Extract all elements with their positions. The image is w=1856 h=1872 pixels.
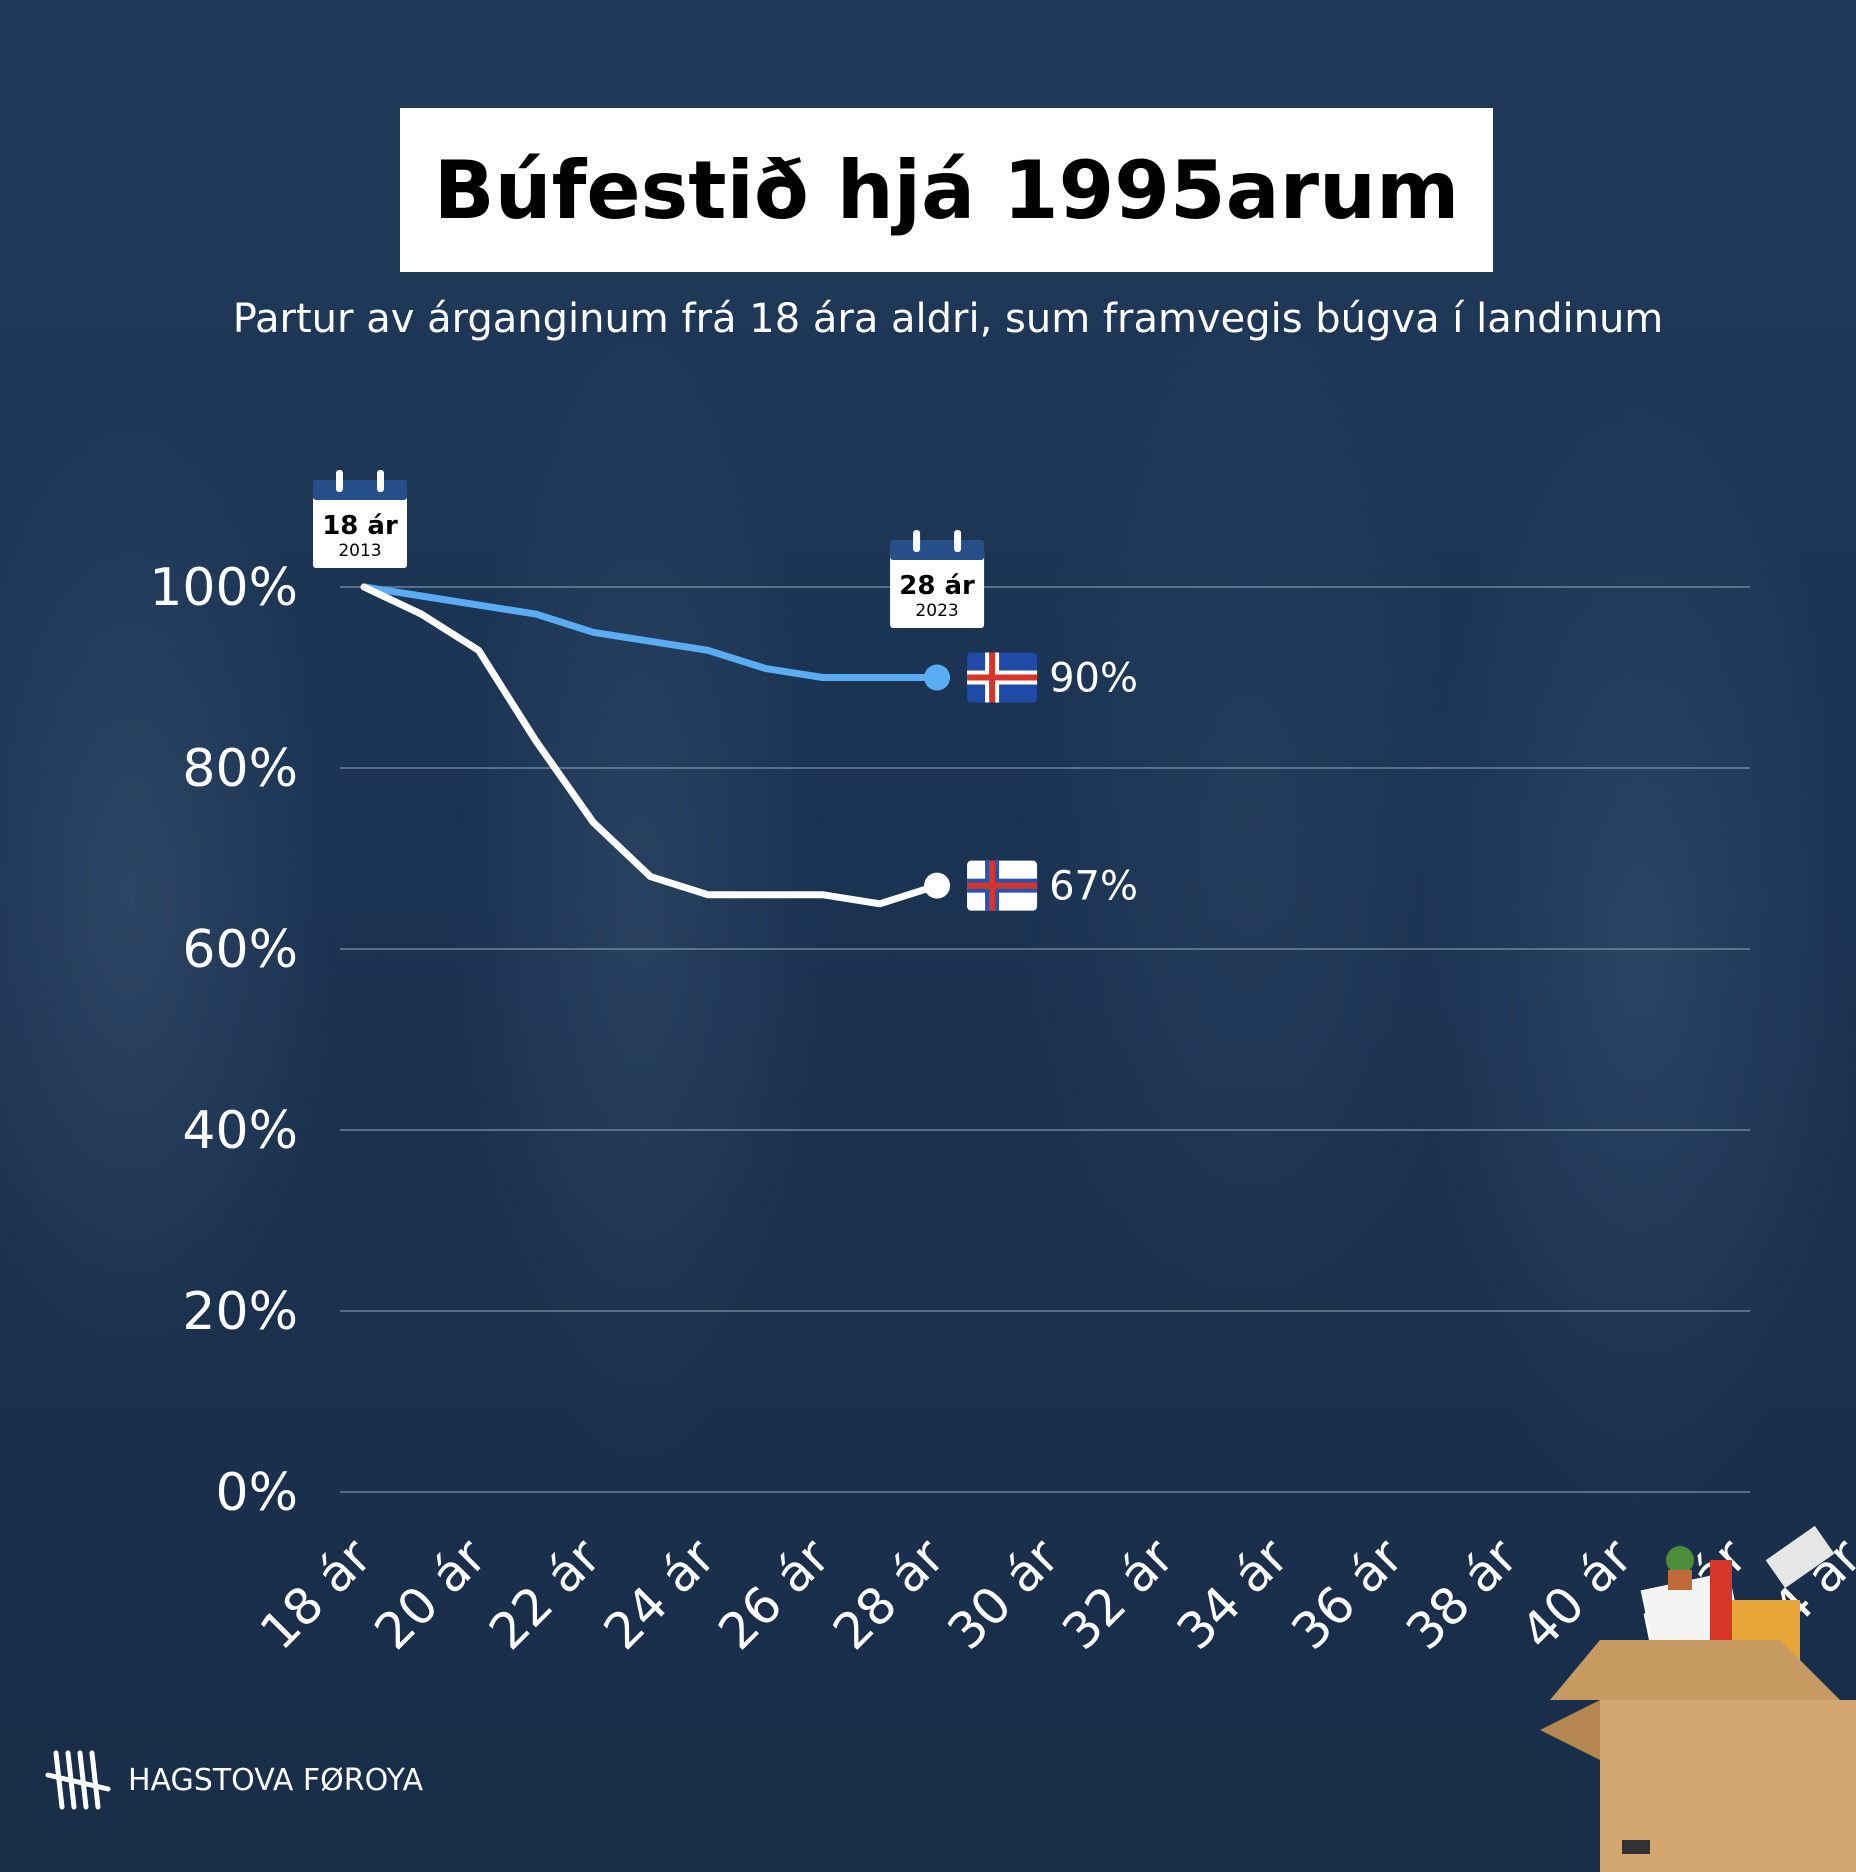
x-tick-label: 36 ár — [1281, 1527, 1415, 1661]
y-tick-label: 40% — [182, 1101, 298, 1161]
y-axis-ticks: 0% 20% 40% 60% 80% 100% — [149, 558, 298, 1523]
series-lines: 90% 67% — [360, 583, 1138, 911]
y-tick-label: 100% — [149, 558, 298, 618]
series-end-point — [924, 872, 951, 899]
title-box: Búfestið hjá 1995arum — [400, 108, 1493, 272]
series-end-label: 90% — [1049, 656, 1138, 702]
x-tick-label: 18 ár — [249, 1527, 383, 1661]
series-line — [360, 583, 941, 681]
x-tick-label: 38 ár — [1395, 1527, 1529, 1661]
calendar-age-label: 18 ár — [322, 511, 398, 541]
calendar-age-label: 28 ár — [899, 571, 975, 601]
x-tick-label: 32 ár — [1051, 1527, 1185, 1661]
x-tick-label: 26 ár — [708, 1527, 842, 1661]
logo-text: HAGSTOVA FØROYA — [128, 1762, 424, 1798]
tally-marks-icon — [45, 1750, 111, 1810]
series-line — [360, 583, 941, 908]
faroe-flag-icon — [967, 860, 1038, 911]
chart-title: Búfestið hjá 1995arum — [433, 143, 1460, 237]
iceland-flag-icon — [967, 652, 1038, 703]
logo: HAGSTOVA FØROYA — [44, 1740, 444, 1820]
x-tick-label: 30 ár — [937, 1527, 1071, 1661]
y-tick-label: 20% — [182, 1282, 298, 1342]
x-tick-label: 22 ár — [478, 1527, 612, 1661]
x-tick-label: 24 ár — [593, 1527, 727, 1661]
y-tick-label: 0% — [216, 1463, 299, 1523]
calendar-year-label: 2023 — [915, 601, 958, 621]
x-tick-label: 34 ár — [1166, 1527, 1300, 1661]
series-end-point — [924, 664, 951, 691]
y-tick-label: 60% — [182, 920, 298, 980]
moving-box-illustration — [1540, 1525, 1856, 1872]
x-tick-label: 20 ár — [364, 1527, 498, 1661]
y-tick-label: 80% — [182, 739, 298, 799]
calendar-year-label: 2013 — [338, 541, 381, 561]
series-end-label: 67% — [1049, 864, 1138, 910]
chart-subtitle: Partur av árganginum frá 18 ára aldri, s… — [232, 296, 1664, 342]
x-tick-label: 28 ár — [822, 1527, 956, 1661]
grid-lines — [340, 586, 1750, 1493]
